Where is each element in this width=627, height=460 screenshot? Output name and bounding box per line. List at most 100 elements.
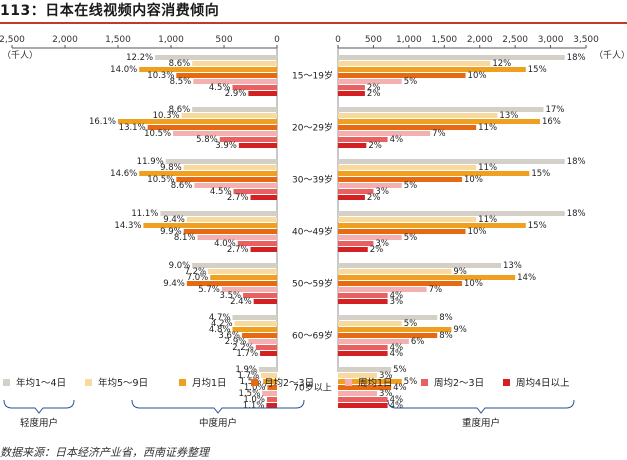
right-bar [338,241,374,246]
right-bar-label: 4% [390,401,404,411]
right-bar-label: 15% [528,65,547,75]
group-label: 中度用户 [199,417,237,429]
right-bar-label: 10% [468,71,487,81]
right-bar [338,67,526,72]
right-bar-label: 4% [390,291,404,301]
right-bar-label: 4% [390,395,404,405]
right-tick-label: 2,500 [502,35,528,45]
right-bar [338,299,388,304]
left-bar-label: 10.3% [147,71,174,81]
right-bar [338,125,477,130]
category-label: 15〜19岁 [292,70,333,82]
right-bar [338,345,388,350]
right-bar [338,211,565,216]
right-bar-label: 9% [453,325,467,335]
right-bar-label: 2% [367,193,381,203]
page-title: 113：日本在线视频内容消费倾向 [0,3,220,19]
left-bar [208,269,277,274]
right-bar-label: 18% [567,209,586,219]
left-bar [181,113,277,118]
right-bar-label: 5% [404,181,418,191]
right-bar [338,119,540,124]
right-bar [338,373,377,378]
left-bar-label: 4.7% [209,313,231,323]
left-bar-label: 11.1% [131,209,158,219]
right-bar [338,113,498,118]
legend-swatch [503,379,510,386]
legend-swatch [3,379,10,386]
right-bar-label: 15% [531,169,550,179]
left-bar-label: 1.7% [236,349,258,359]
left-bar [248,91,277,96]
left-bar-label: 5.7% [198,285,220,295]
left-bar-label: 4.5% [210,187,232,197]
left-bar [210,275,277,280]
left-bar-label: 8.1% [174,233,196,243]
group-bracket [131,399,305,414]
left-bar-label: 4.0% [214,239,236,249]
right-bar [338,263,501,268]
right-bar [338,327,452,332]
legend-label: 年均1〜4日 [16,377,66,389]
left-bar [258,367,277,372]
category-label: 60〜69岁 [292,330,333,342]
left-bar-label: 9.9% [160,227,182,237]
left-bar-label: 14.0% [110,65,137,75]
left-bar-label: 10.5% [144,129,171,139]
right-bar [338,61,491,66]
right-bar-label: 5% [404,77,418,87]
left-bar-label: 2.7% [227,245,249,255]
right-bar [338,91,365,96]
left-bar-label: 7.0% [187,273,209,283]
left-bar-label: 7.2% [184,267,206,277]
left-bar [267,385,277,390]
left-bar-label: 14.3% [114,221,141,231]
right-bar [338,281,462,286]
left-bar [139,67,277,72]
right-bar-label: 3% [379,371,393,381]
right-bar-label: 3% [379,389,393,399]
right-tick-label: 3,000 [538,35,564,45]
left-bar [193,79,277,84]
right-bar-label: 11% [478,123,497,133]
left-bar [243,293,277,298]
right-bar-label: 4% [393,383,407,393]
right-bar [338,379,402,384]
right-bar-label: 2% [368,141,382,151]
group-label: 重度用户 [462,417,500,429]
right-bar [338,177,462,182]
right-bar [338,287,427,292]
right-bar-label: 18% [567,157,586,167]
left-bar [176,73,277,78]
left-bar-label: 1.5% [239,389,261,399]
left-axis-unit: （千人） [2,50,38,61]
right-bar [338,183,402,188]
category-label: 40〜49岁 [292,226,333,238]
right-bar-label: 2% [367,83,381,93]
right-bar-label: 10% [464,175,483,185]
left-bar [192,263,277,268]
left-bar [183,165,277,170]
left-bar-label: 1.7% [237,371,259,381]
source-note: 数据来源：日本经济产业省，西南证券整理 [0,446,209,459]
right-bar [338,85,365,90]
legend-label: 周均1日 [358,377,393,389]
left-tick-label: 2,500 [0,35,25,45]
left-bar-label: 1.1% [243,401,265,411]
right-bar [338,397,388,402]
right-bar-label: 13% [499,111,518,121]
left-bar [219,137,277,142]
right-bar [338,137,388,142]
right-bar [338,293,388,298]
right-bar [338,275,516,280]
right-bar [338,351,388,356]
right-bar-label: 17% [545,105,564,115]
right-bar-label: 16% [542,117,561,127]
right-bar-label: 8% [439,331,453,341]
right-axis-unit: （千人） [594,50,627,61]
left-bar [194,183,277,188]
left-bar [147,125,277,130]
left-tick-label: 500 [215,35,232,45]
right-bar [338,321,402,326]
right-bar-label: 18% [567,53,586,63]
